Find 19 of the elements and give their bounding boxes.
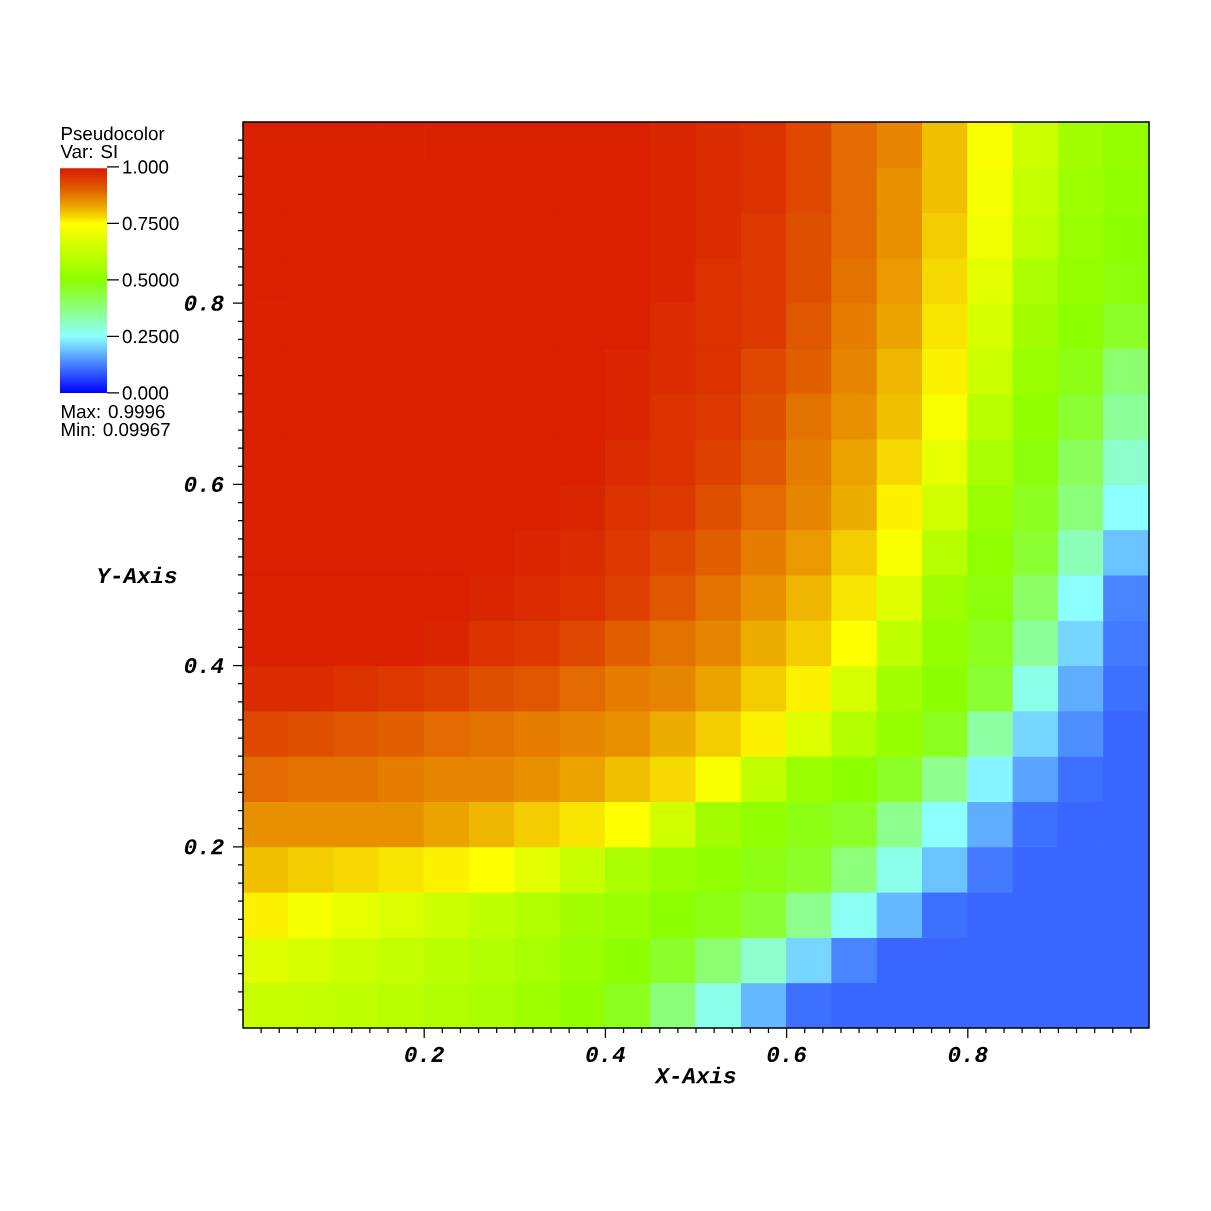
color-bar-label: 0.000 (122, 386, 169, 400)
y-tick-label: 0.8 (184, 295, 224, 311)
x-tick-label: 0.8 (948, 1046, 988, 1063)
color-bar-label: 0.7500 (122, 216, 179, 231)
x-axis-title: X-Axis (654, 1066, 736, 1084)
x-tick-label: 0.2 (405, 1046, 444, 1063)
x-tick-label: 0.6 (767, 1046, 807, 1063)
y-tick-label: 0.6 (184, 476, 224, 493)
x-tick-label: 0.4 (586, 1046, 625, 1063)
y-tick-label: 0.2 (184, 839, 224, 855)
color-bar-label: 0.2500 (122, 329, 179, 344)
legend-title: Pseudocolor (62, 126, 165, 141)
color-bar-label: 1.000 (123, 160, 169, 174)
text: Max: 0.9996 (62, 404, 165, 419)
color-bar-label: 0.5000 (122, 273, 179, 287)
y-tick-label: 0.4 (184, 657, 224, 674)
text: Min: 0.09967 (62, 422, 170, 437)
color-bar-title: Var: SI (60, 144, 117, 159)
y-axis-title: Y-Axis (98, 566, 177, 584)
